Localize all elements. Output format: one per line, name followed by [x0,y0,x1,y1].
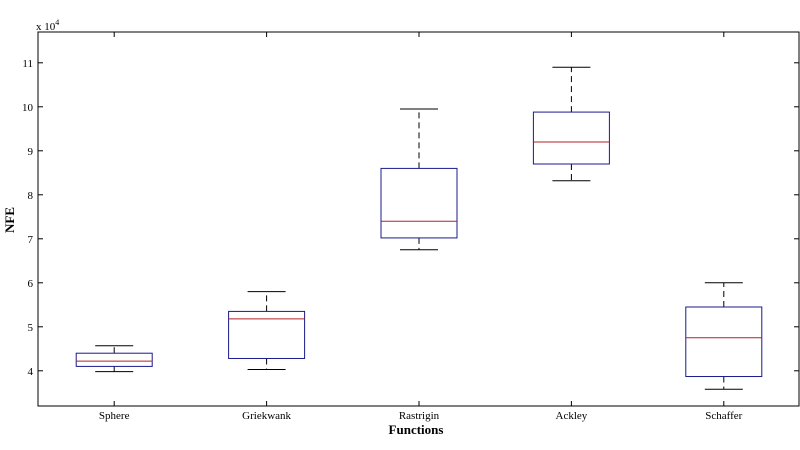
y-tick-label: 7 [28,234,34,246]
y-tick-label: 11 [22,58,33,70]
y-tick-label: 9 [28,146,34,158]
box-griekwank [228,310,306,359]
plot-frame [37,31,800,407]
exponent-label: x 104 [36,18,59,33]
x-axis-label: Functions [389,422,444,437]
y-tick-label: 4 [28,366,34,378]
y-tick-label: 6 [28,278,34,290]
box-sphere [75,352,153,367]
y-tick-label: 10 [22,102,34,114]
plot-area: 4 5 6 7 8 9 10 11 Sphere Griekwank Rastrigin Ackley… [22,31,800,422]
box-schaffer [685,306,763,378]
box-ackley [532,111,610,165]
exponent-base: x 10 [36,21,56,33]
x-tick-label: Sphere [99,410,130,422]
exponent-power: 4 [55,18,59,27]
y-axis-label: NFE [2,207,17,233]
x-tick-label: Griekwank [242,410,291,422]
x-tick-label: Schaffer [705,410,742,422]
x-tick-label: Ackley [556,410,588,422]
y-tick-label: 8 [28,190,34,202]
x-tick-label: Rastrigin [399,410,440,422]
box-rastrigin [380,167,458,239]
y-tick-label: 5 [28,322,34,334]
